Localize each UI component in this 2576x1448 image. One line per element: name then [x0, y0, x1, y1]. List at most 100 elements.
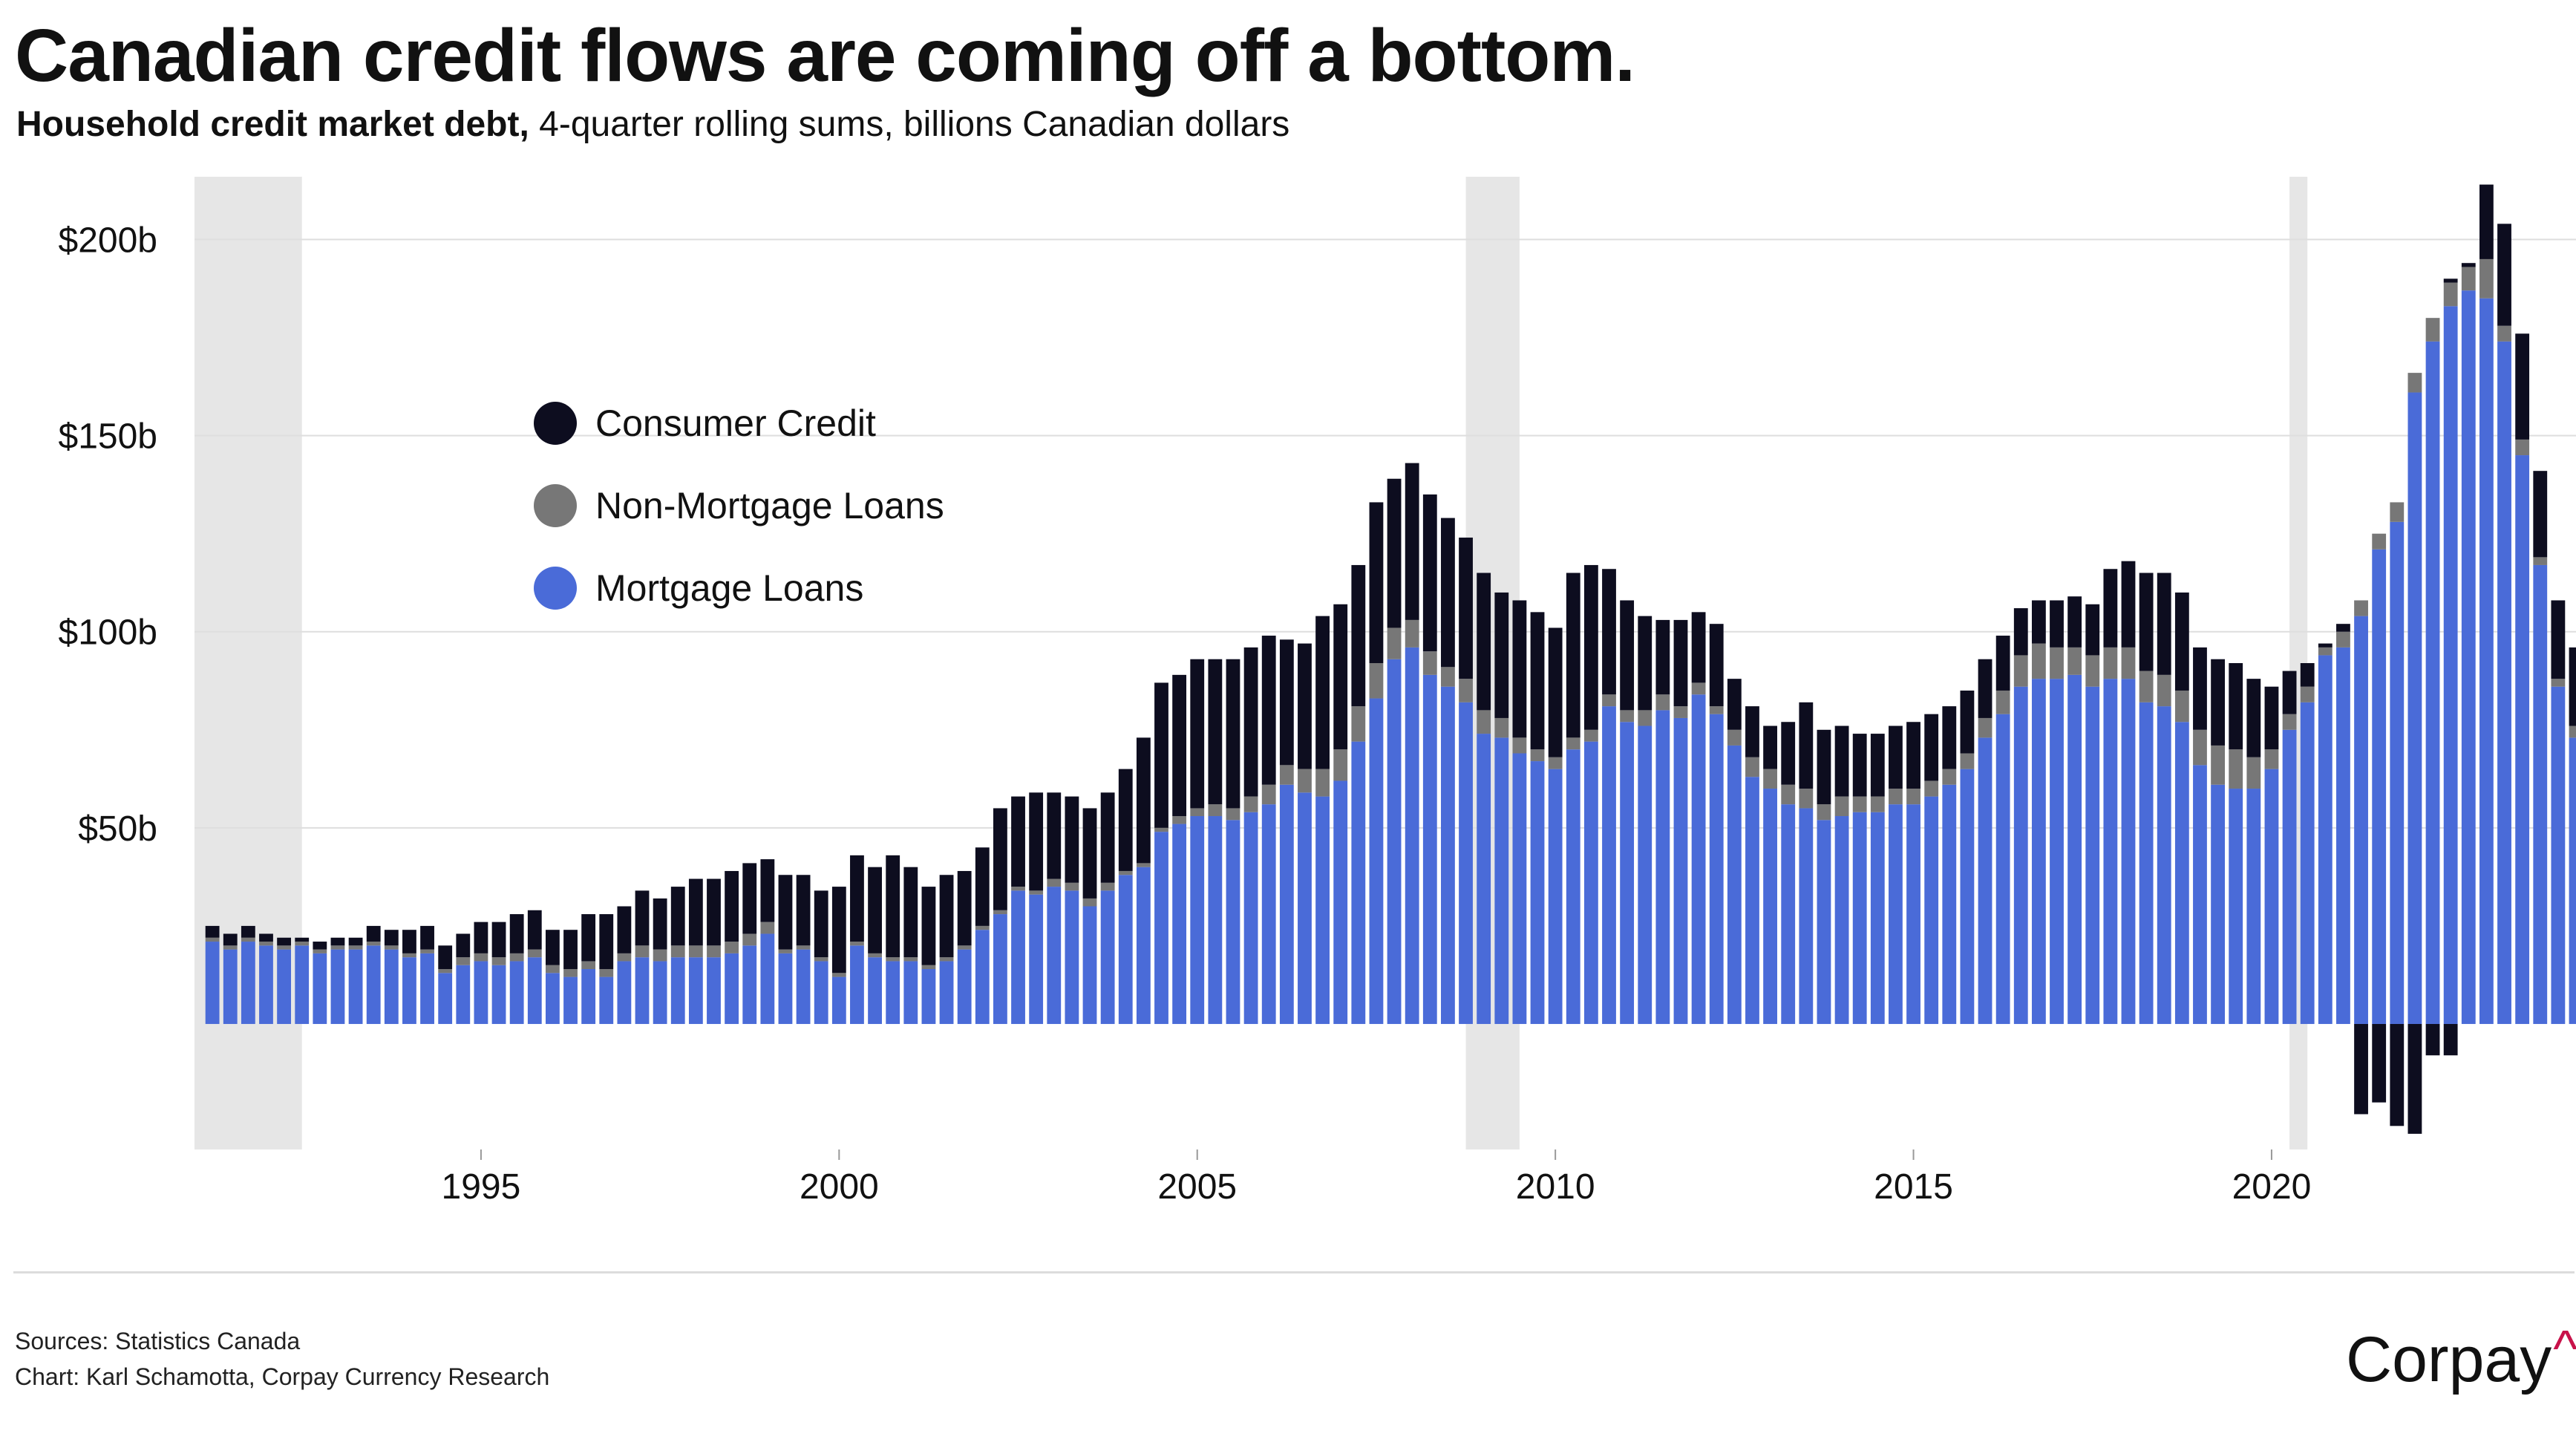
bar-consumer-credit	[313, 942, 327, 950]
bar-mortgage-loans	[2551, 686, 2566, 1024]
bar-mortgage-loans	[1422, 674, 1437, 1024]
bar-mortgage-loans	[2354, 616, 2368, 1024]
bar-mortgage-loans	[313, 953, 327, 1024]
bar-non-mortgage-loans	[259, 942, 273, 946]
bar-consumer-credit	[1817, 729, 1831, 805]
bar-mortgage-loans	[330, 949, 345, 1024]
bar-non-mortgage-loans	[886, 957, 900, 962]
bar-mortgage-loans	[635, 957, 650, 1024]
bar-non-mortgage-loans	[2174, 690, 2189, 723]
bar-mortgage-loans	[1172, 824, 1187, 1024]
bar-non-mortgage-loans	[1817, 804, 1831, 821]
bar-consumer-credit	[2300, 663, 2315, 687]
bar-mortgage-loans	[2497, 341, 2511, 1024]
bar-mortgage-loans	[2461, 290, 2476, 1024]
bar-mortgage-loans	[295, 945, 310, 1024]
legend-label: Non-Mortgage Loans	[595, 485, 944, 526]
bar-mortgage-loans	[814, 961, 828, 1024]
brand-caret: ^	[2553, 1320, 2576, 1377]
bar-consumer-credit	[742, 863, 757, 934]
bar-mortgage-loans	[1655, 710, 1670, 1024]
bar-consumer-credit	[1279, 639, 1294, 766]
bar-consumer-credit	[2085, 604, 2100, 656]
x-tick-label: 2000	[800, 1167, 879, 1207]
bar-mortgage-loans	[1673, 717, 1688, 1024]
bar-non-mortgage-loans	[2050, 647, 2064, 679]
bar-mortgage-loans	[402, 957, 416, 1024]
bar-mortgage-loans	[1727, 745, 1742, 1024]
bar-non-mortgage-loans	[1889, 789, 1903, 805]
bar-mortgage-loans	[1208, 816, 1223, 1024]
bar-non-mortgage-loans	[2533, 557, 2548, 565]
bar-consumer-credit	[1942, 706, 1957, 769]
bar-mortgage-loans	[1047, 887, 1062, 1024]
bar-consumer-credit	[1065, 796, 1079, 883]
bar-non-mortgage-loans	[1995, 690, 2010, 714]
bar-consumer-credit	[1047, 792, 1062, 879]
bar-consumer-credit	[2569, 647, 2576, 726]
bar-mortgage-loans	[1351, 741, 1366, 1024]
bar-consumer-credit	[1118, 769, 1133, 871]
bar-mortgage-loans	[2067, 674, 2082, 1024]
bar-consumer-credit	[2318, 643, 2333, 648]
bar-consumer-credit	[509, 914, 524, 953]
bar-mortgage-loans	[831, 976, 846, 1024]
legend-swatch	[534, 484, 577, 527]
bar-non-mortgage-loans	[2067, 647, 2082, 675]
bar-mortgage-loans	[2390, 521, 2405, 1024]
bar-non-mortgage-loans	[2157, 674, 2171, 707]
bar-consumer-credit	[778, 875, 793, 950]
bar-non-mortgage-loans	[563, 969, 578, 977]
bar-mortgage-loans	[1494, 737, 1509, 1024]
bar-consumer-credit	[241, 925, 255, 938]
bar-non-mortgage-loans	[742, 933, 757, 946]
bar-non-mortgage-loans	[527, 949, 542, 958]
bar-non-mortgage-loans	[1978, 717, 1993, 738]
bar-consumer-credit	[1315, 616, 1330, 769]
bar-mortgage-loans	[2229, 789, 2243, 1024]
bar-consumer-credit	[1029, 792, 1044, 891]
bar-non-mortgage-loans	[1691, 682, 1706, 695]
bar-non-mortgage-loans	[2211, 745, 2226, 785]
bar-consumer-credit	[1333, 604, 1348, 750]
bar-consumer-credit	[2174, 592, 2189, 691]
bar-mortgage-loans	[1065, 890, 1079, 1024]
bar-mortgage-loans	[778, 953, 793, 1024]
bar-non-mortgage-loans	[2264, 749, 2279, 769]
bar-non-mortgage-loans	[1100, 882, 1115, 891]
bar-mortgage-loans	[1387, 659, 1402, 1024]
bar-consumer-credit	[1422, 494, 1437, 652]
bar-non-mortgage-loans	[1709, 706, 1724, 714]
bar-mortgage-loans	[2246, 789, 2261, 1024]
brand-name: Corpay	[2346, 1324, 2552, 1395]
bar-non-mortgage-loans	[1047, 878, 1062, 887]
bar-mortgage-loans	[2050, 679, 2064, 1024]
bar-consumer-credit	[384, 930, 399, 946]
bar-mortgage-loans	[1620, 722, 1635, 1024]
subtitle-bold: Household credit market debt,	[16, 105, 529, 144]
bar-non-mortgage-loans	[2246, 757, 2261, 789]
bar-consumer-credit	[438, 945, 453, 970]
bar-non-mortgage-loans	[241, 937, 255, 942]
bar-mortgage-loans	[1118, 875, 1133, 1024]
bar-mortgage-loans	[2031, 679, 2046, 1024]
bar-mortgage-loans	[993, 914, 1007, 1024]
bar-mortgage-loans	[868, 957, 882, 1024]
brand-logo: Corpay^	[2346, 1320, 2576, 1397]
bar-mortgage-loans	[975, 930, 990, 1024]
bar-consumer-credit	[2211, 659, 2226, 746]
bar-mortgage-loans	[921, 969, 936, 1024]
bar-consumer-credit	[1566, 573, 1580, 738]
bar-mortgage-loans	[259, 945, 273, 1024]
bar-consumer-credit	[850, 855, 864, 942]
bar-non-mortgage-loans	[796, 945, 811, 950]
bar-mortgage-loans	[366, 945, 381, 1024]
bar-mortgage-loans	[1817, 820, 1831, 1024]
bar-consumer-credit	[223, 933, 238, 946]
bar-mortgage-loans	[1583, 741, 1598, 1024]
bar-non-mortgage-loans	[2479, 258, 2494, 299]
bar-non-mortgage-loans	[1154, 827, 1168, 832]
chart-title: Canadian credit flows are coming off a b…	[15, 14, 1635, 97]
y-tick-label: $100b	[59, 613, 157, 653]
bar-consumer-credit	[277, 937, 292, 946]
